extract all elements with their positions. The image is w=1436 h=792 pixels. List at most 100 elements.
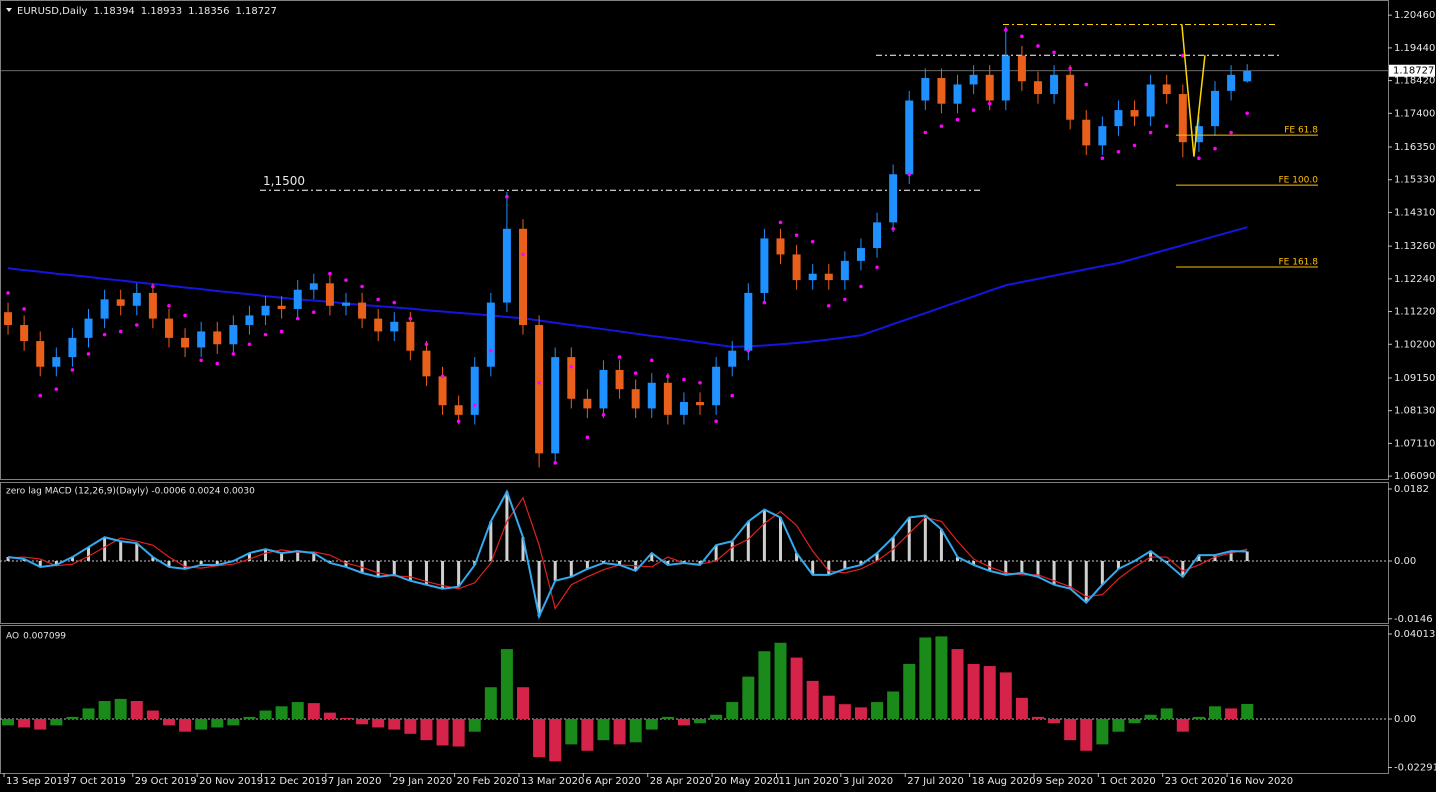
sar-dot: [86, 352, 91, 356]
sar-dot: [312, 310, 316, 314]
sar-dot: [376, 297, 380, 302]
ao-bar: [1160, 708, 1173, 719]
x-tick-label: 20 Feb 2020: [457, 776, 519, 787]
sar-dot: [762, 300, 767, 305]
candle-body: [132, 292, 141, 306]
ao-bar: [838, 704, 851, 719]
header-text: EURUSD,Daily: [17, 6, 88, 17]
header-text: 1.18933: [141, 6, 182, 17]
macd-bar: [344, 560, 348, 567]
x-tick-label: 18 Aug 2020: [972, 776, 1036, 787]
candle-body: [953, 84, 962, 104]
y-tick-label: 1.06090: [1394, 471, 1435, 482]
macd-bar: [199, 560, 203, 565]
sar-dot: [1229, 130, 1233, 135]
y-tick-label: 1.07110: [1394, 438, 1435, 449]
macd-bar: [956, 557, 960, 561]
sar-dot: [360, 284, 364, 289]
sar-dot: [1213, 146, 1217, 151]
ao-bar: [983, 666, 996, 719]
sar-dot: [1181, 53, 1185, 58]
sar-dot: [939, 124, 944, 128]
ao-bar: [533, 718, 546, 758]
ao-bar: [404, 718, 417, 734]
sar-dot: [70, 368, 75, 372]
ao-bar: [259, 710, 272, 719]
sar-dot: [456, 419, 461, 424]
ao-bar: [34, 718, 47, 730]
candle-body: [197, 331, 206, 348]
sar-dot: [215, 361, 220, 366]
x-tick-label: 27 Jul 2020: [907, 776, 964, 787]
y-tick-label: 1.11220: [1394, 307, 1435, 318]
sar-dot: [1148, 130, 1153, 135]
ao-bar: [951, 649, 964, 719]
ao-bar: [774, 642, 787, 719]
ao-bar: [66, 716, 79, 719]
candle-body: [164, 318, 173, 338]
candle-body: [567, 357, 576, 399]
macd-bar: [1116, 560, 1120, 569]
candle-body: [277, 305, 286, 309]
ao-bar: [146, 710, 159, 719]
ao-bar: [854, 707, 867, 719]
sar-dot: [231, 352, 236, 356]
ao-bar: [307, 703, 320, 719]
ao-bar: [1112, 718, 1125, 732]
macd-bar: [778, 517, 782, 561]
sar-dot: [778, 220, 783, 225]
macd-bar: [1181, 560, 1185, 577]
ao-bar: [1192, 716, 1205, 719]
sar-dot: [682, 377, 686, 382]
macd-bar: [521, 537, 525, 561]
ao-bar: [323, 712, 336, 719]
x-tick-label: 23 Oct 2020: [1165, 776, 1227, 787]
sar-dot: [134, 323, 139, 327]
candle-body: [358, 302, 367, 319]
ao-bar: [903, 663, 916, 719]
candle-body: [1130, 110, 1139, 117]
sar-dot: [392, 300, 397, 305]
macd-bar: [1084, 560, 1088, 603]
sar-dot: [730, 393, 735, 398]
x-tick-label: 20 May 2020: [714, 776, 779, 787]
macd-bar: [811, 560, 815, 575]
macd-bar: [119, 541, 123, 561]
macd-bar: [280, 553, 284, 561]
candle-body: [438, 376, 447, 406]
y-tick-label: -0.022912: [1394, 763, 1436, 774]
ao-bar: [436, 718, 449, 746]
macd-bar: [1197, 555, 1201, 561]
x-tick-label: 13 Mar 2020: [521, 776, 584, 787]
macd-bar: [54, 560, 58, 565]
candle-body: [728, 350, 737, 367]
candle-body: [470, 366, 479, 415]
panel-frame: [0, 482, 1389, 624]
ao-bar: [356, 718, 369, 725]
candle-body: [390, 321, 399, 332]
y-tick-label: 1.14310: [1394, 207, 1435, 218]
ao-bar: [967, 663, 980, 719]
ao-bar: [806, 680, 819, 719]
header-text: 1.18394: [93, 6, 134, 17]
macd-bar: [296, 551, 300, 561]
candle-body: [1017, 55, 1026, 82]
ao-bar: [114, 698, 127, 719]
macd-bar: [38, 560, 42, 567]
fibo-label: FE 61.8: [1284, 126, 1318, 136]
candle-body: [406, 321, 415, 351]
sar-dot: [810, 239, 815, 244]
x-tick-label: 29 Jan 2020: [392, 776, 452, 787]
y-tick-label: 1.10200: [1394, 339, 1435, 350]
macd-bar: [151, 557, 155, 561]
ao-bar: [1225, 708, 1238, 719]
sar-dot: [408, 316, 413, 321]
macd-bar: [553, 560, 557, 581]
panel-title: zero lag MACD (12,26,9)(Dayly) -0.0006 0…: [6, 487, 255, 497]
y-tick-label: 1.13260: [1394, 241, 1435, 252]
ao-bar: [243, 716, 256, 719]
price-box: [1389, 64, 1435, 77]
sar-dot: [1164, 124, 1169, 128]
macd-bar: [167, 560, 171, 567]
